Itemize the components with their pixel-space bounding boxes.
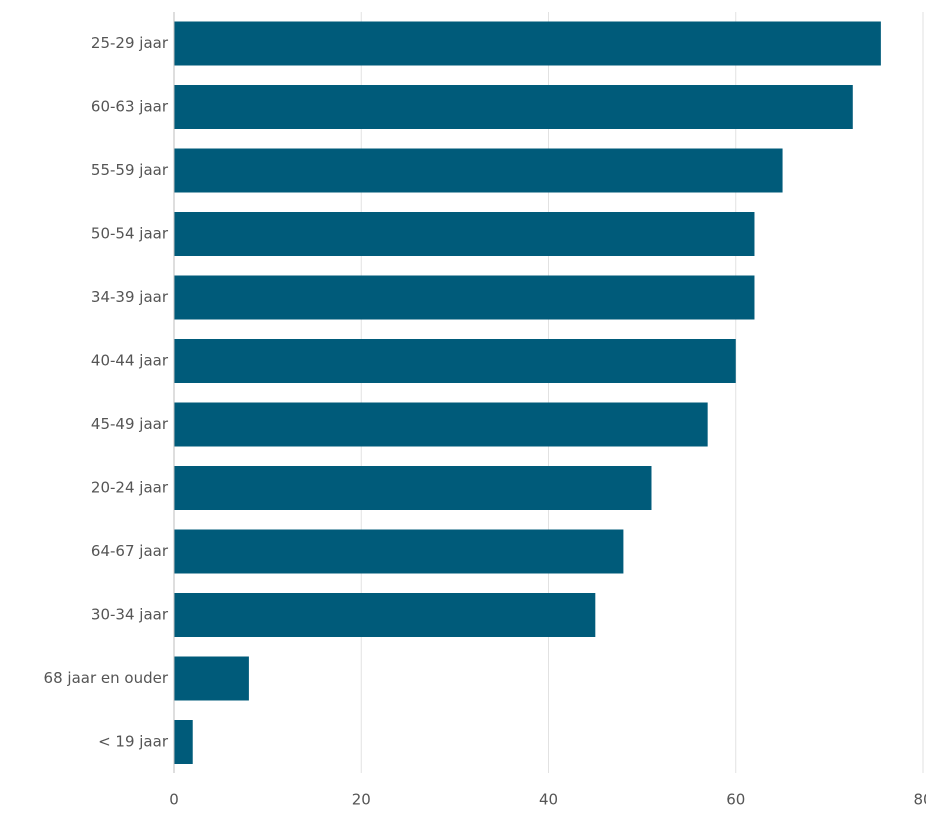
bar-3 xyxy=(174,212,755,256)
category-label-2: 55-59 jaar xyxy=(91,161,169,179)
category-label-7: 20-24 jaar xyxy=(91,479,169,497)
bar-4 xyxy=(174,275,755,320)
x-tick-label-20: 20 xyxy=(352,791,371,809)
bar-8 xyxy=(174,529,624,574)
bar-2 xyxy=(174,148,783,193)
bar-5 xyxy=(174,339,736,383)
bar-11 xyxy=(174,720,193,764)
bar-1 xyxy=(174,85,853,129)
category-label-1: 60-63 jaar xyxy=(91,98,169,116)
category-label-8: 64-67 jaar xyxy=(91,542,169,560)
bar-10 xyxy=(174,656,249,701)
x-tick-label-40: 40 xyxy=(539,791,558,809)
bar-6 xyxy=(174,402,708,447)
category-labels: 25-29 jaar 60-63 jaar 55-59 jaar 50-54 jaar… xyxy=(44,34,169,751)
category-label-9: 30-34 jaar xyxy=(91,606,169,624)
bars xyxy=(174,21,881,764)
x-axis-tick-labels: 0 20 40 60 80 xyxy=(169,791,926,809)
x-tick-label-0: 0 xyxy=(169,791,179,809)
category-label-10: 68 jaar en ouder xyxy=(44,669,169,687)
category-label-4: 34-39 jaar xyxy=(91,288,169,306)
bar-7 xyxy=(174,466,652,510)
category-label-6: 45-49 jaar xyxy=(91,415,169,433)
category-label-5: 40-44 jaar xyxy=(91,352,169,370)
gridlines xyxy=(360,12,924,773)
category-label-0: 25-29 jaar xyxy=(91,34,169,52)
x-tick-label-60: 60 xyxy=(726,791,745,809)
x-tick-label-80: 80 xyxy=(913,791,926,809)
category-label-11: < 19 jaar xyxy=(98,733,169,751)
category-label-3: 50-54 jaar xyxy=(91,225,169,243)
bar-9 xyxy=(174,593,596,637)
bar-0 xyxy=(174,21,881,66)
